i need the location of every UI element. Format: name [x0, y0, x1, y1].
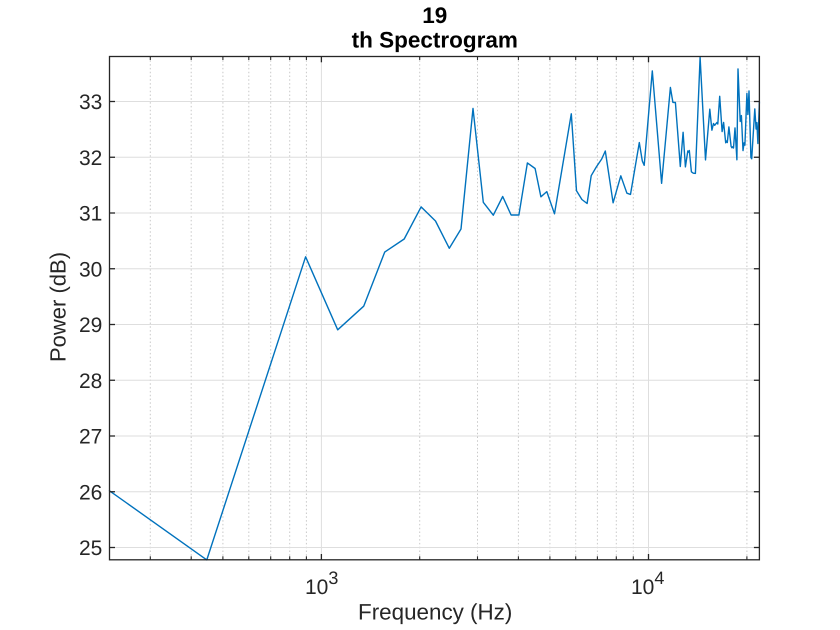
svg-text:28: 28 — [79, 370, 102, 393]
svg-text:th Spectrogram: th Spectrogram — [352, 28, 518, 53]
svg-text:19: 19 — [422, 3, 447, 28]
svg-text:33: 33 — [79, 91, 102, 114]
svg-text:Power (dB): Power (dB) — [46, 252, 71, 362]
svg-text:30: 30 — [79, 258, 102, 281]
svg-text:25: 25 — [79, 537, 102, 560]
svg-text:31: 31 — [79, 203, 102, 226]
svg-text:26: 26 — [79, 481, 102, 504]
svg-text:27: 27 — [79, 426, 102, 449]
svg-text:32: 32 — [79, 147, 102, 170]
svg-text:29: 29 — [79, 314, 102, 337]
svg-text:Frequency (Hz): Frequency (Hz) — [358, 599, 512, 624]
